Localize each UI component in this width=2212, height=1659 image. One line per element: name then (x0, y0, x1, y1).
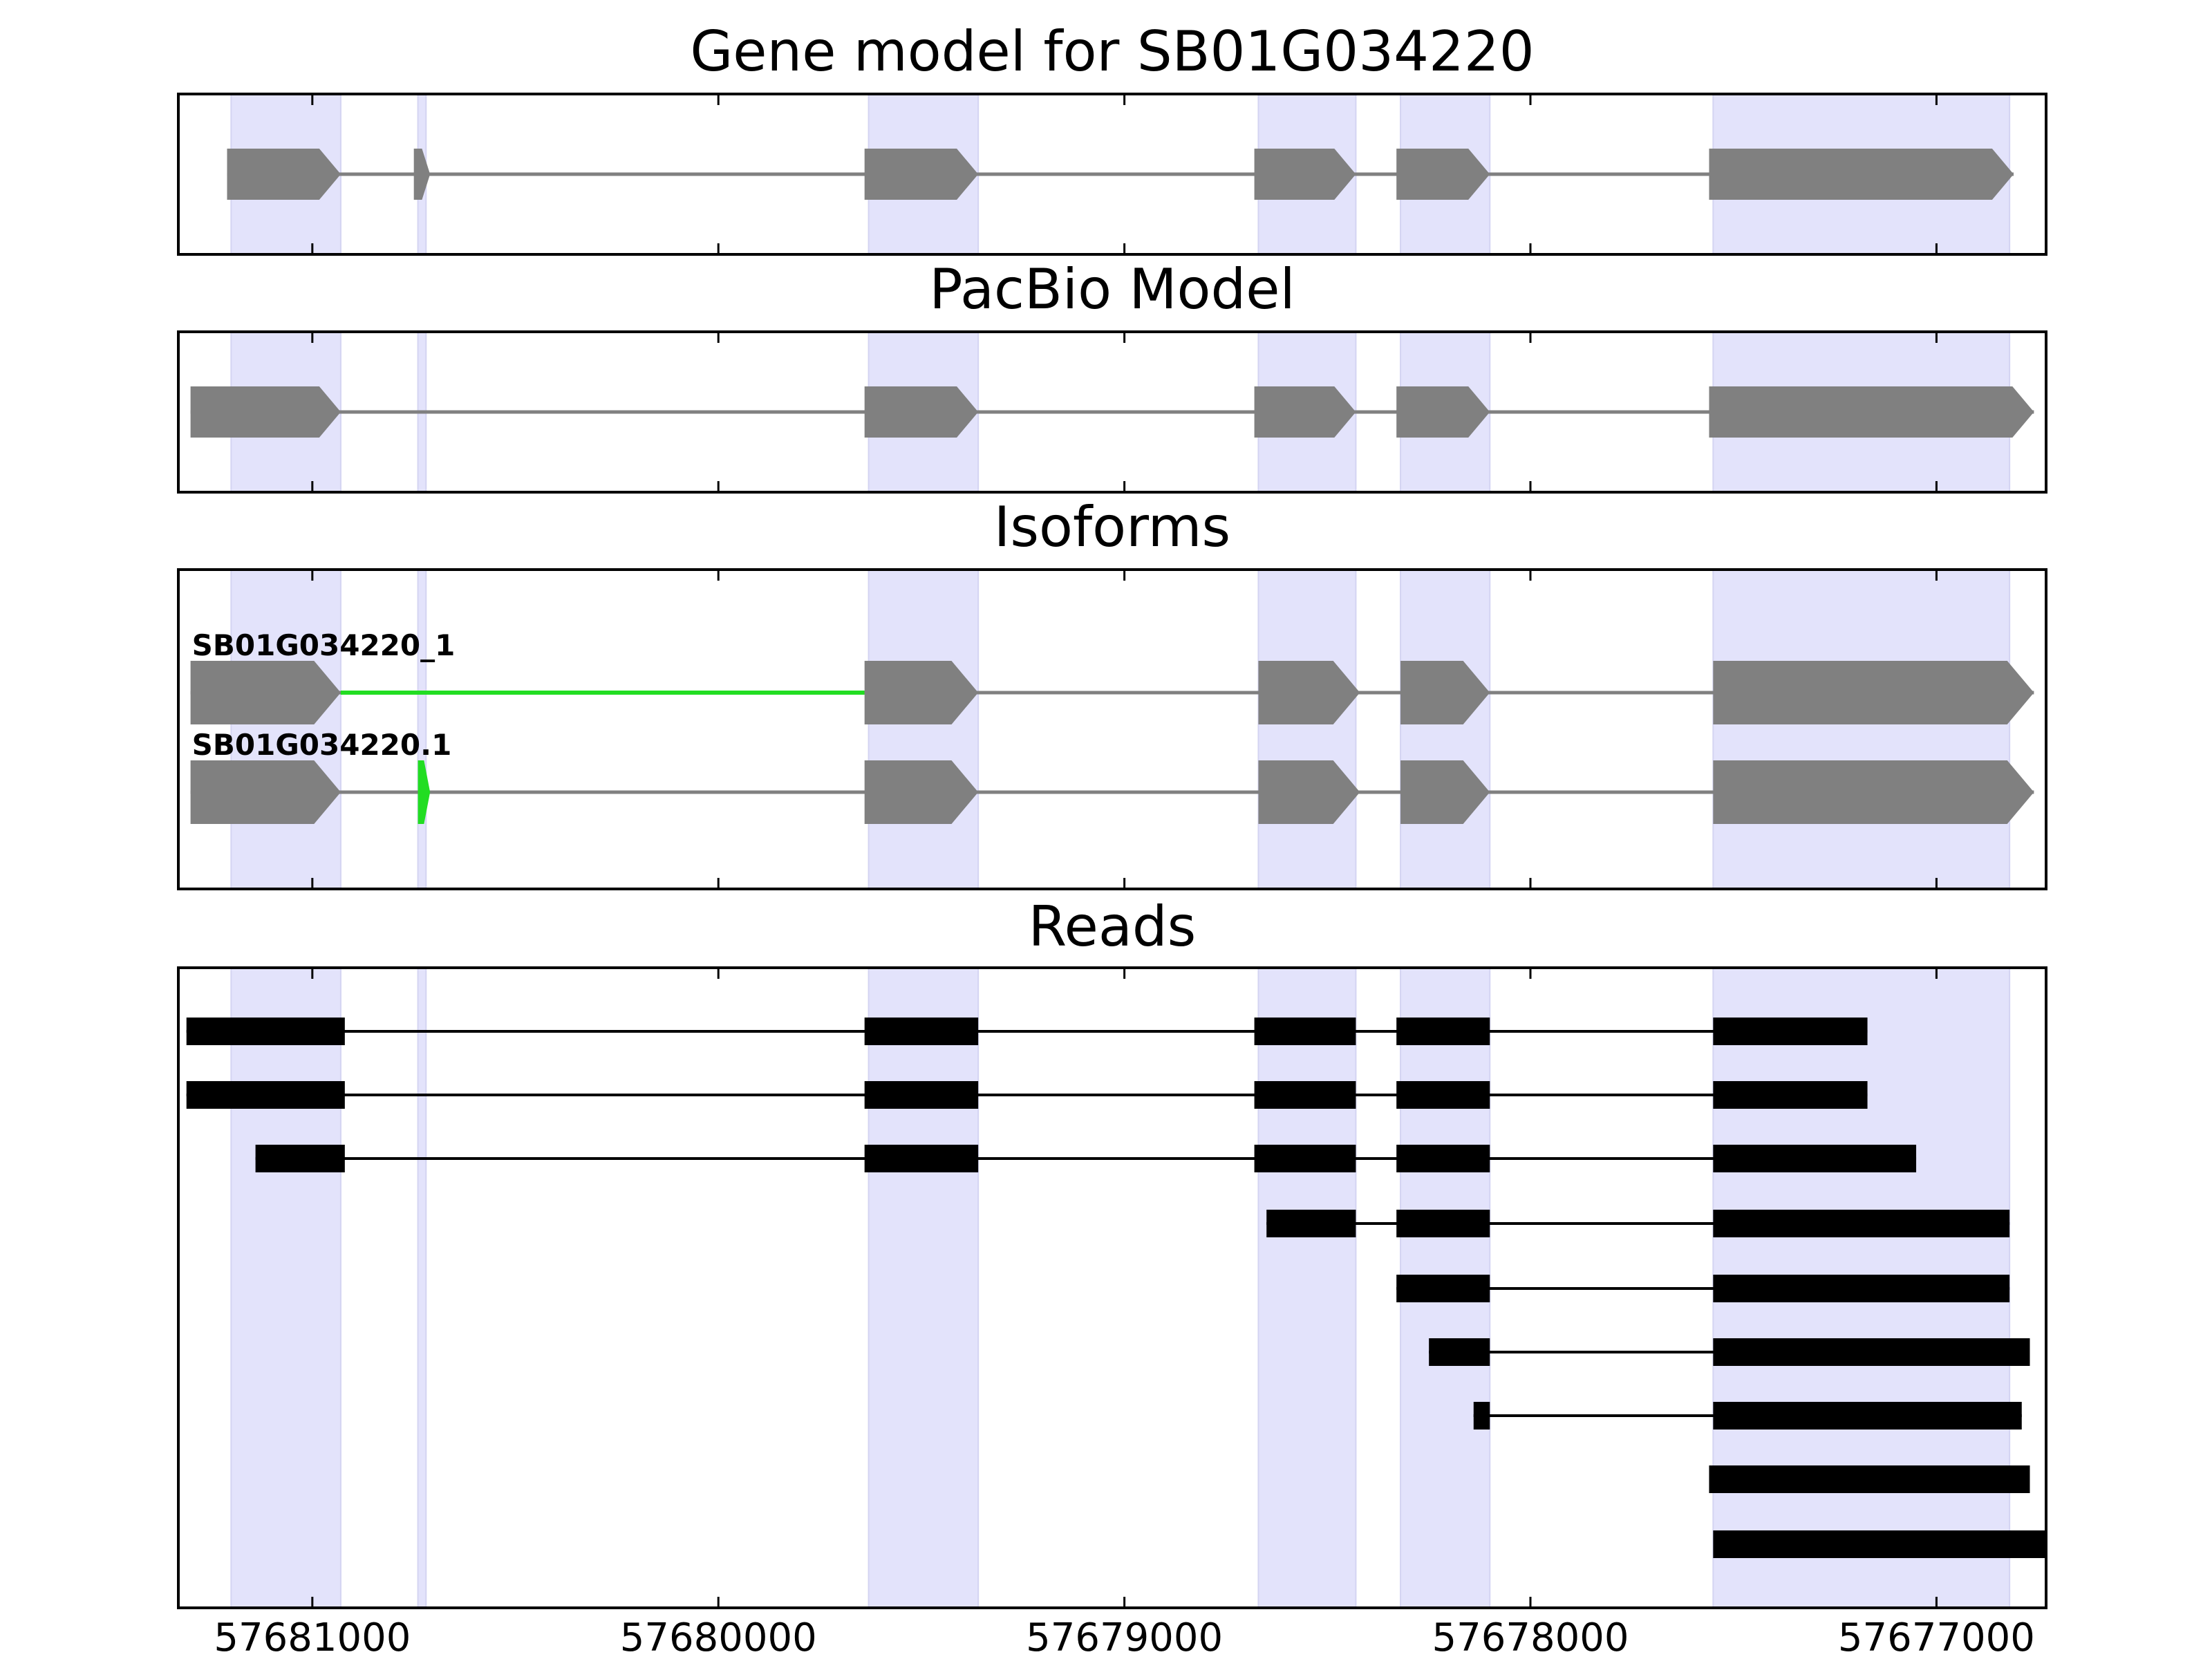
read-row (186, 1018, 1868, 1045)
exon-block (1709, 386, 2034, 438)
highlight-region (868, 967, 980, 1609)
read-row (1473, 1402, 2022, 1430)
read-block (1254, 1018, 1356, 1045)
read-block (1396, 1210, 1490, 1237)
isoform-label: SB01G034220_1 (192, 628, 456, 662)
read-block (1396, 1275, 1490, 1302)
isoform-label: SB01G034220.1 (192, 728, 452, 762)
read-row (1266, 1210, 2010, 1237)
x-tick-label: 57681000 (214, 1615, 411, 1659)
panel-title: Gene model for SB01G034220 (690, 19, 1534, 84)
highlight-region (1257, 967, 1357, 1609)
read-block (1713, 1530, 2046, 1558)
panel-gene: Gene model for SB01G034220 (177, 19, 2047, 256)
highlight-region (417, 967, 427, 1609)
exon-block (1254, 386, 1356, 438)
exon-block (190, 386, 341, 438)
read-block (1396, 1018, 1490, 1045)
exon-block (1258, 760, 1360, 824)
read-block (1713, 1402, 2022, 1430)
novel-exon-block (418, 760, 431, 824)
exon-block (227, 149, 341, 200)
exon-block (190, 661, 341, 724)
axes-frame (177, 568, 2047, 890)
exon-block (864, 661, 979, 724)
highlight-region (1400, 569, 1491, 890)
read-block (1713, 1275, 2010, 1302)
exon-block (1713, 661, 2034, 724)
x-tick-label: 57677000 (1838, 1615, 2035, 1659)
axes-frame (177, 330, 2047, 494)
read-row (1396, 1275, 2010, 1302)
exon-block (1254, 149, 1356, 200)
read-block (864, 1018, 979, 1045)
exon-block (864, 760, 979, 824)
transcript-row: SB01G034220_1 (190, 628, 2034, 724)
panel-title: Isoforms (994, 495, 1230, 559)
exon-block (864, 386, 979, 438)
axes-frame (177, 966, 2047, 1609)
read-block (1473, 1402, 1490, 1430)
read-block (1709, 1465, 2030, 1493)
panel-isoforms: SB01G034220_1 SB01G034220.1 Isoforms (177, 495, 2047, 890)
read-block (1266, 1210, 1356, 1237)
exon-block (1709, 149, 2014, 200)
read-block (186, 1081, 345, 1109)
read-block (1429, 1338, 1490, 1366)
read-block (255, 1145, 345, 1172)
read-row (186, 1081, 1868, 1109)
read-row (1709, 1465, 2030, 1493)
read-block (1713, 1018, 1868, 1045)
read-block (1396, 1081, 1490, 1109)
exon-block (1258, 661, 1360, 724)
read-block (1713, 1145, 1917, 1172)
exon-block (1400, 661, 1490, 724)
read-block (1713, 1081, 1868, 1109)
panel-title: PacBio Model (929, 257, 1295, 321)
panel-reads: Reads (177, 894, 2047, 1609)
read-block (186, 1018, 345, 1045)
read-block (864, 1081, 979, 1109)
read-block (1254, 1145, 1356, 1172)
read-block (1713, 1338, 2030, 1366)
read-block (1396, 1145, 1490, 1172)
highlight-region (868, 569, 980, 890)
read-block (1713, 1210, 2010, 1237)
read-block (864, 1145, 979, 1172)
exon-block (1400, 760, 1490, 824)
transcript-row: SB01G034220.1 (190, 728, 2034, 824)
read-row (1713, 1530, 2046, 1558)
exon-block (864, 149, 979, 200)
x-tick-label: 57680000 (620, 1615, 817, 1659)
highlight-region (1712, 569, 2011, 890)
transcript-row (227, 149, 2014, 200)
exon-block (1396, 386, 1490, 438)
exon-block (413, 149, 431, 200)
read-row (255, 1145, 1917, 1172)
panel-title: Reads (1029, 894, 1197, 959)
transcript-row (190, 386, 2034, 438)
read-row (1429, 1338, 2030, 1366)
panel-pacbio: PacBio Model (177, 257, 2047, 494)
exon-block (190, 760, 341, 824)
exon-block (1713, 760, 2034, 824)
read-block (1254, 1081, 1356, 1109)
x-tick-label: 57679000 (1026, 1615, 1223, 1659)
highlight-region (1257, 569, 1357, 890)
axes-frame (177, 93, 2047, 256)
x-tick-label: 57678000 (1432, 1615, 1629, 1659)
highlight-region (230, 569, 341, 890)
exon-block (1396, 149, 1490, 200)
highlight-region (230, 967, 341, 1609)
